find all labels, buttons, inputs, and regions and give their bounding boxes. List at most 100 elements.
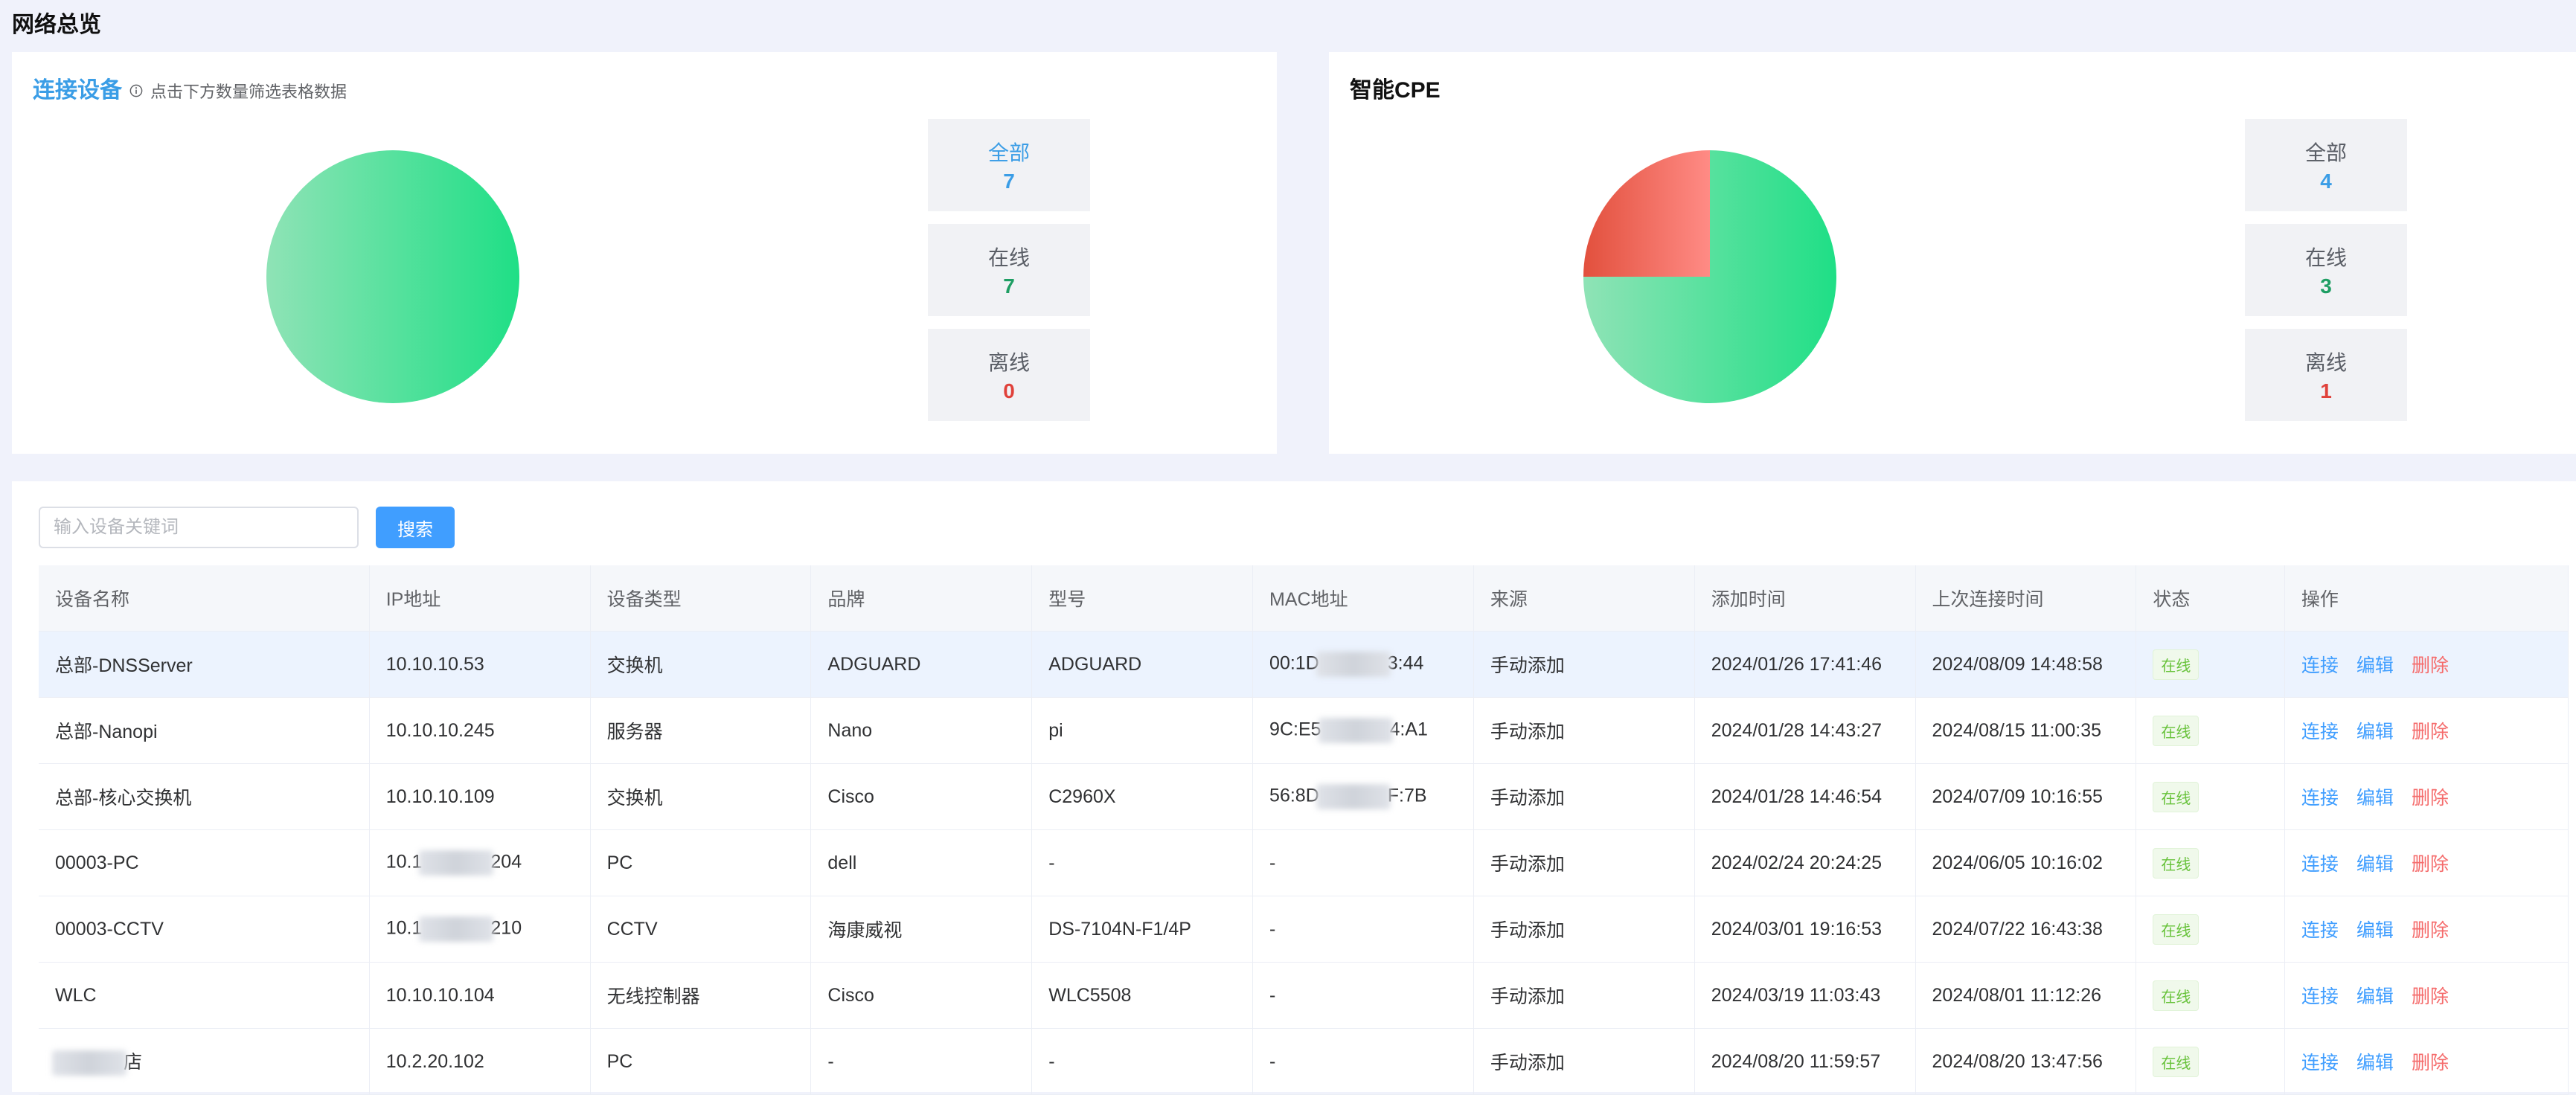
table-row[interactable]: 总部-Nanopi 10.10.10.245 服务器 Nano pi 9C:E5 4:A1 手… [39,697,2569,764]
ip-cell: 10.10.10.53 [369,631,591,698]
device-type-cell: 服务器 [590,697,812,764]
edit-link[interactable]: 编辑 [2356,986,2394,1007]
device-type-cell: 交换机 [590,763,812,830]
status-cell: 在线 [2136,631,2285,698]
cpe-stat-all[interactable]: 全部 4 [2245,119,2407,211]
device-name-cell: 总部-Nanopi [39,697,370,764]
online-slice [266,150,519,403]
ip-cell: 10.1 204 [369,829,591,896]
table-row[interactable]: WLC 10.10.10.104 无线控制器 Cisco WLC5508- 手动添加 202… [39,962,2569,1029]
last-connect-cell: 2024/08/20 13:47:56 [1915,1028,2137,1095]
connect-link[interactable]: 连接 [2301,854,2339,875]
connect-link[interactable]: 连接 [2301,1053,2339,1073]
column-header: 操作 [2284,565,2569,632]
device-type-cell: 无线控制器 [590,962,812,1029]
device-type-cell: CCTV [590,896,812,963]
mac-cell: 00:1D 3:44 [1252,631,1474,698]
status-badge: 在线 [2153,781,2199,812]
cpe-card: 智能CPE 全部 4 在线 3 离线 1 [1329,52,2576,454]
delete-link[interactable]: 删除 [2411,722,2449,742]
search-input[interactable] [39,507,359,548]
last-connect-cell: 2024/07/09 10:16:55 [1915,763,2137,830]
edit-link[interactable]: 编辑 [2356,1053,2394,1073]
ip-cell: 10.10.10.109 [369,763,591,830]
brand-cell: 海康威视 [810,896,1033,963]
last-connect-cell: 2024/08/09 14:48:58 [1915,631,2137,698]
search-button[interactable]: 搜索 [376,507,455,548]
table-row[interactable]: 总部-DNSServer 10.10.10.53 交换机 ADGUARD ADGUARD… [39,631,2569,698]
edit-link[interactable]: 编辑 [2356,722,2394,742]
cpe-stat-online[interactable]: 在线 3 [2245,224,2407,316]
device-type-cell: 交换机 [590,631,812,698]
edit-link[interactable]: 编辑 [2356,655,2394,676]
delete-link[interactable]: 删除 [2411,854,2449,875]
connect-link[interactable]: 连接 [2301,722,2339,742]
last-connect-cell: 2024/07/22 16:43:38 [1915,896,2137,963]
table-row[interactable]: 00003-PC 10.1 204 PC dell - - 手动添加 2024/02/24 20… [39,829,2569,896]
connect-link[interactable]: 连接 [2301,788,2339,809]
delete-link[interactable]: 删除 [2411,655,2449,676]
ip-cell: 10.10.10.104 [369,962,591,1029]
delete-link[interactable]: 删除 [2411,788,2449,809]
connect-link[interactable]: 连接 [2301,986,2339,1007]
table-row[interactable]: 店 10.2.20.102 PC - - - 手动添加 2024/08/20 11:59:57… [39,1028,2569,1095]
status-cell: 在线 [2136,962,2285,1029]
stat-label: 全部 [987,141,1030,164]
delete-link[interactable]: 删除 [2411,1053,2449,1073]
column-header: IP地址 [369,565,591,632]
mac-cell: 9C:E5 4:A1 [1252,697,1474,764]
column-header: 上次连接时间 [1915,565,2137,632]
table-row[interactable]: 总部-核心交换机 10.10.10.109 交换机 Cisco C2960X 56:8D F… [39,763,2569,830]
added-time-cell: 2024/01/28 14:43:27 [1694,697,1916,764]
edit-link[interactable]: 编辑 [2356,920,2394,941]
connect-link[interactable]: 连接 [2301,655,2339,676]
device-name-cell: 00003-CCTV [39,896,370,963]
mac-cell: - [1252,962,1474,1029]
stat-label: 离线 [987,351,1030,374]
edit-link[interactable]: 编辑 [2356,854,2394,875]
connect-link[interactable]: 连接 [2301,920,2339,941]
column-header: 设备类型 [590,565,812,632]
status-badge: 在线 [2153,1046,2199,1077]
brand-cell: Cisco [810,763,1033,830]
stat-value: 7 [1003,170,1015,193]
online-slice [1583,150,1836,403]
cpe-pie-chart [1583,150,1836,403]
added-time-cell: 2024/08/20 11:59:57 [1694,1028,1916,1095]
added-time-cell: 2024/03/01 19:16:53 [1694,896,1916,963]
column-header: 添加时间 [1694,565,1916,632]
devices-stat-all[interactable]: 全部 7 [928,119,1090,211]
delete-link[interactable]: 删除 [2411,920,2449,941]
added-time-cell: 2024/01/28 14:46:54 [1694,763,1916,830]
info-icon [129,84,143,97]
devices-card-hint: 点击下方数量筛选表格数据 [150,83,347,101]
cpe-stat-offline[interactable]: 离线 1 [2245,329,2407,421]
source-cell: 手动添加 [1473,631,1695,698]
source-cell: 手动添加 [1473,1028,1695,1095]
ip-cell: 10.2.20.102 [369,1028,591,1095]
column-header: MAC地址 [1252,565,1474,632]
status-cell: 在线 [2136,763,2285,830]
device-name-cell: 00003-PC [39,829,370,896]
brand-cell: - [810,1028,1033,1095]
stat-value: 1 [2320,379,2332,402]
stat-label: 离线 [2304,351,2347,374]
delete-link[interactable]: 删除 [2411,986,2449,1007]
actions-cell: 连接 编辑 删除 [2284,1028,2569,1095]
stat-value: 0 [1003,379,1015,402]
status-badge: 在线 [2153,913,2199,945]
column-header: 型号 [1031,565,1254,632]
table-row[interactable]: 00003-CCTV 10.1 210 CCTV 海康威视 DS-7104N-F1/4P -… [39,896,2569,963]
column-header: 品牌 [810,565,1033,632]
brand-cell: dell [810,829,1033,896]
source-cell: 手动添加 [1473,896,1695,963]
edit-link[interactable]: 编辑 [2356,788,2394,809]
redacted-text [52,1050,126,1076]
model-cell: - [1031,829,1254,896]
actions-cell: 连接 编辑 删除 [2284,763,2569,830]
device-name-cell: 店 [39,1028,370,1095]
stat-label: 在线 [987,246,1030,269]
ip-cell: 10.10.10.245 [369,697,591,764]
devices-stat-offline[interactable]: 离线 0 [928,329,1090,421]
devices-stat-online[interactable]: 在线 7 [928,224,1090,316]
